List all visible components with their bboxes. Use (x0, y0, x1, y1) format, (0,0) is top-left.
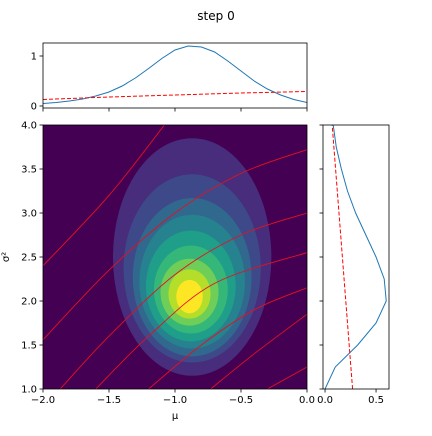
figure-title: step 0 (197, 9, 234, 23)
x-tick-label: −0.5 (229, 395, 253, 406)
series-line (331, 125, 354, 389)
contour-line (43, 125, 165, 267)
contour-line (148, 287, 307, 389)
line-plot (43, 45, 307, 104)
contour-line (95, 252, 307, 389)
series-line (43, 91, 307, 100)
contour-line (59, 212, 307, 389)
line-plot (324, 125, 387, 389)
series-line (324, 125, 387, 389)
y-axis-label: σ² (1, 252, 12, 262)
x-tick-label: 0.5 (368, 395, 384, 406)
x-tick-label: −1.5 (97, 395, 121, 406)
contour-line (43, 149, 307, 341)
y-tick-label: 3.0 (21, 209, 37, 220)
y-tick-label: 1.5 (21, 341, 37, 352)
y-tick-label: 0 (31, 102, 37, 113)
x-axis-label: μ (172, 411, 179, 422)
y-tick-label: 3.5 (21, 165, 37, 176)
axes-frame (322, 124, 390, 390)
y-tick-label: 1.0 (21, 385, 37, 396)
y-tick-label: 2.5 (21, 253, 37, 264)
y-tick-label: 1 (31, 52, 37, 63)
filled-contour (176, 279, 203, 314)
x-tick-label: 0.0 (317, 395, 333, 406)
x-tick-label: 0.0 (299, 395, 315, 406)
contour-line (210, 313, 307, 389)
x-tick-label: −1.0 (163, 395, 187, 406)
contour-plot (43, 125, 307, 389)
y-tick-label: 4.0 (21, 121, 37, 132)
contour-line (267, 366, 307, 389)
y-tick-label: 2.0 (21, 297, 37, 308)
x-tick-label: −2.0 (31, 395, 55, 406)
